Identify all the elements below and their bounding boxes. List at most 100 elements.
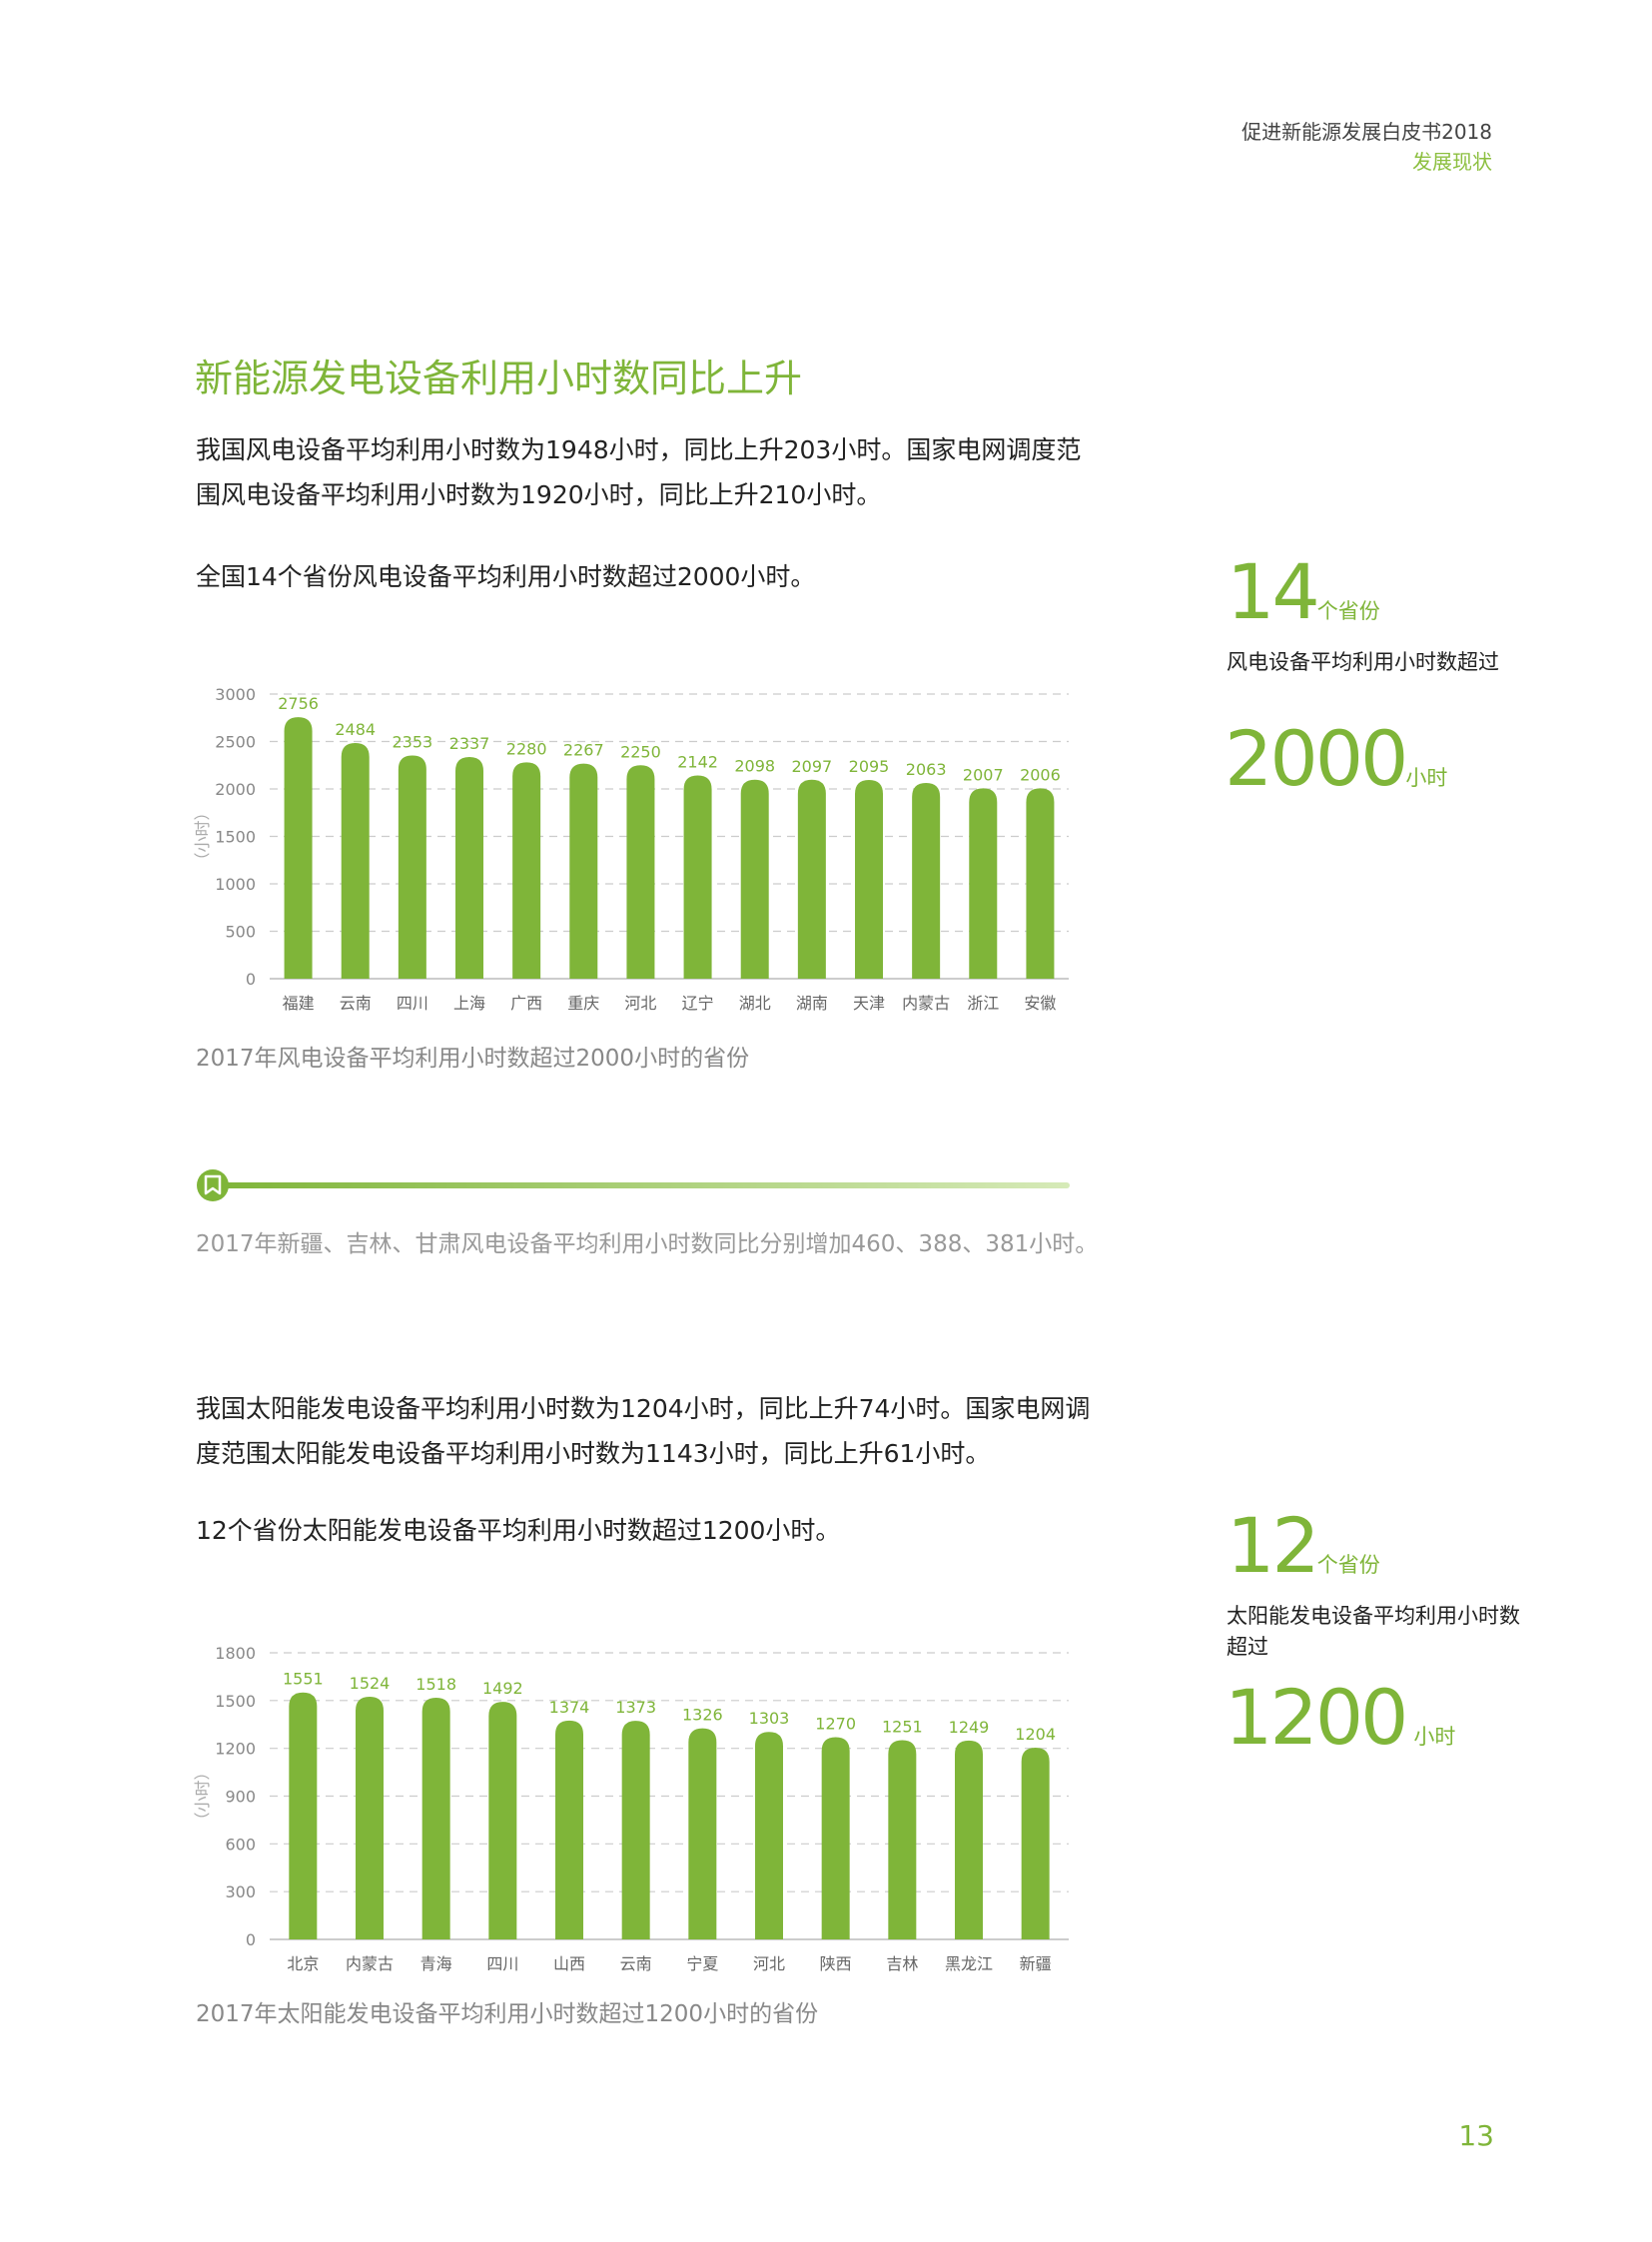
wind-paragraph-2: 全国14个省份风电设备平均利用小时数超过2000小时。 <box>196 562 816 591</box>
solar-side-desc: 太阳能发电设备平均利用小时数超过 <box>1227 1604 1520 1659</box>
solar-chart-bar <box>755 1732 783 1939</box>
solar-chart-data-label: 1374 <box>549 1698 590 1717</box>
wind-chart-data-label: 2250 <box>620 742 661 761</box>
wind-chart-category-label: 浙江 <box>967 994 999 1013</box>
wind-chart-data-label: 2267 <box>563 741 604 760</box>
solar-chart-bar <box>688 1728 717 1939</box>
wind-chart-data-label: 2756 <box>278 694 319 713</box>
solar-side-threshold: 1200 <box>1225 1673 1408 1762</box>
solar-chart-bar <box>421 1697 450 1939</box>
solar-chart-category-label: 吉林 <box>886 1954 918 1973</box>
wind-chart-data-label: 2484 <box>335 720 376 739</box>
wind-chart: 0 500 1000 1500 2000 2500 3000 （小时） 2756 福建 2484 云南… <box>193 685 1069 1013</box>
solar-chart-data-label: 1518 <box>415 1675 456 1694</box>
wind-side-desc: 风电设备平均利用小时数超过 <box>1227 650 1499 674</box>
wind-chart-category-label: 内蒙古 <box>902 994 950 1013</box>
solar-chart-category-label: 内蒙古 <box>346 1954 394 1973</box>
wind-chart-bar <box>455 756 483 979</box>
solar-chart-data-label: 1551 <box>283 1670 324 1689</box>
section-title: 新能源发电设备利用小时数同比上升 <box>195 357 803 400</box>
wind-chart-bar <box>683 775 712 979</box>
wind-side-threshold-unit: 小时 <box>1405 766 1448 790</box>
solar-chart-data-label: 1270 <box>815 1715 856 1734</box>
solar-chart-category-label: 陕西 <box>820 1954 852 1973</box>
wind-chart-category-label: 湖南 <box>796 994 828 1013</box>
wind-chart-category-label: 重庆 <box>567 994 599 1013</box>
wind-chart-bar <box>512 762 541 979</box>
wind-chart-bar <box>855 779 883 979</box>
wind-chart-data-label: 2337 <box>449 734 490 753</box>
wind-chart-data-label: 2280 <box>506 739 547 758</box>
wind-chart-ytick-label: 1500 <box>215 828 256 847</box>
wind-caption: 2017年风电设备平均利用小时数超过2000小时的省份 <box>196 1046 750 1072</box>
solar-chart-bar <box>356 1697 384 1939</box>
wind-side-count: 14 <box>1227 547 1320 636</box>
solar-chart-ytick-label: 1200 <box>215 1740 256 1759</box>
wind-side-threshold-block: 2000小时 <box>1225 721 1447 797</box>
solar-chart-data-label: 1373 <box>615 1698 656 1717</box>
wind-chart-category-label: 广西 <box>510 994 542 1013</box>
solar-chart-ytick-label: 0 <box>246 1930 256 1949</box>
header-title: 促进新能源发展白皮书2018 <box>1241 120 1492 144</box>
wind-chart-ytick-label: 3000 <box>215 685 256 704</box>
wind-chart-category-label: 四川 <box>397 994 428 1013</box>
wind-chart-data-label: 2063 <box>906 760 947 779</box>
solar-paragraph-2: 12个省份太阳能发电设备平均利用小时数超过1200小时。 <box>196 1516 841 1545</box>
wind-chart-data-label: 2095 <box>849 757 890 776</box>
solar-chart-ytick-label: 300 <box>225 1882 256 1901</box>
wind-chart-data-label: 2353 <box>392 732 432 751</box>
note-bar <box>197 1169 1070 1201</box>
solar-chart-bar <box>821 1737 850 1939</box>
solar-paragraph: 我国太阳能发电设备平均利用小时数为1204小时，同比上升74小时。国家电网调度范… <box>196 1394 1091 1468</box>
wind-chart-ytick-label: 2000 <box>215 780 256 799</box>
solar-chart-data-label: 1326 <box>682 1706 723 1725</box>
wind-chart-bar <box>969 788 998 979</box>
wind-chart-data-label: 2142 <box>677 753 718 772</box>
wind-chart-ytick-label: 0 <box>246 970 256 989</box>
solar-chart-bar <box>621 1721 650 1939</box>
solar-chart-ytick-label: 600 <box>225 1835 256 1854</box>
wind-side-count-block: 14个省份 <box>1227 554 1380 630</box>
solar-chart-data-label: 1251 <box>882 1718 923 1737</box>
solar-chart-category-label: 四川 <box>486 1954 518 1973</box>
wind-chart-category-label: 上海 <box>453 994 485 1013</box>
solar-chart-ylabel: （小时） <box>193 1764 212 1828</box>
solar-chart-category-label: 青海 <box>420 1954 452 1973</box>
note-bar-line <box>216 1182 1070 1188</box>
wind-chart-data-label: 2098 <box>734 757 775 776</box>
solar-chart-data-label: 1524 <box>350 1674 391 1693</box>
solar-side-threshold-block: 1200 小时 <box>1225 1680 1455 1756</box>
wind-chart-ytick-label: 1000 <box>215 875 256 894</box>
solar-side-count-block: 12个省份 <box>1227 1508 1380 1584</box>
wind-chart-ytick-label: 2500 <box>215 733 256 752</box>
solar-chart-category-label: 北京 <box>287 1954 319 1973</box>
page-number: 13 <box>1458 2119 1494 2152</box>
solar-chart-data-label: 1303 <box>749 1709 790 1728</box>
wind-chart-bar <box>341 743 370 979</box>
solar-caption: 2017年太阳能发电设备平均利用小时数超过1200小时的省份 <box>196 2001 819 2027</box>
solar-chart-bar <box>289 1692 318 1939</box>
header-subtitle: 发展现状 <box>1412 150 1492 174</box>
wind-chart-bar <box>1026 788 1055 979</box>
wind-side-threshold: 2000 <box>1225 714 1408 803</box>
wind-chart-category-label: 天津 <box>853 994 885 1013</box>
solar-side-threshold-unit: 小时 <box>1413 1725 1456 1749</box>
wind-chart-category-label: 云南 <box>340 994 372 1013</box>
solar-chart-category-label: 新疆 <box>1020 1954 1052 1973</box>
solar-chart-category-label: 黑龙江 <box>945 1954 993 1973</box>
solar-chart-ytick-label: 900 <box>225 1788 256 1807</box>
solar-chart-category-label: 山西 <box>553 1954 585 1973</box>
solar-chart-bar <box>1021 1748 1050 1939</box>
solar-chart-category-label: 河北 <box>753 1954 785 1973</box>
wind-chart-ylabel: （小时） <box>193 804 212 868</box>
solar-chart-data-label: 1492 <box>482 1679 523 1698</box>
solar-chart: 0 300 600 900 1200 1500 1800 （小时） 1551 北京 1524 内蒙古 1… <box>193 1644 1069 1973</box>
wind-chart-category-label: 福建 <box>283 994 315 1013</box>
wind-chart-category-label: 湖北 <box>739 994 771 1013</box>
solar-side-count: 12 <box>1227 1501 1320 1590</box>
solar-chart-data-label: 1249 <box>949 1718 990 1737</box>
solar-chart-bar <box>955 1740 983 1939</box>
wind-chart-bar <box>797 779 826 979</box>
wind-chart-category-label: 安徽 <box>1024 994 1056 1013</box>
wind-chart-data-label: 2006 <box>1020 765 1061 784</box>
